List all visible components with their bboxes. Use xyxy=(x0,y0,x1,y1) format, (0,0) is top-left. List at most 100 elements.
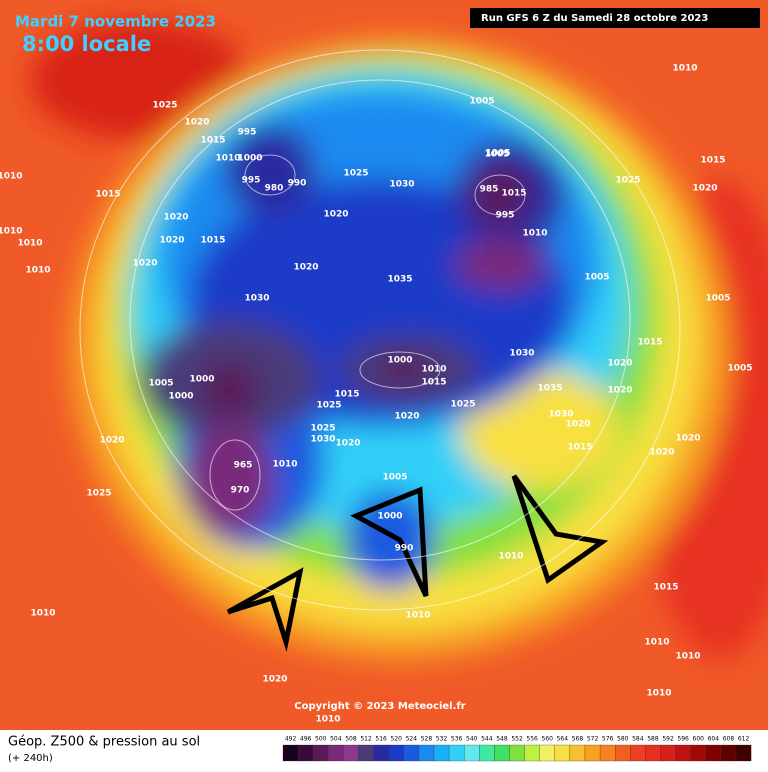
pressure-label: 1030 xyxy=(389,180,414,190)
scale-label: 536 xyxy=(451,736,463,743)
pressure-label: 1015 xyxy=(200,236,225,246)
scale-swatch xyxy=(720,744,737,762)
pressure-label: 1000 xyxy=(168,392,193,402)
scale-swatch xyxy=(660,744,676,762)
map-date: Mardi 7 novembre 2023 xyxy=(15,13,216,31)
scale-swatch xyxy=(328,744,344,762)
pressure-label: 1010 xyxy=(644,638,669,648)
pressure-label: 995 xyxy=(238,128,257,138)
pressure-label: 1020 xyxy=(649,448,674,458)
pressure-label: 1010 xyxy=(675,652,700,662)
pressure-label: 1000 xyxy=(387,356,412,366)
scale-swatch xyxy=(675,744,691,762)
scale-swatch xyxy=(494,744,510,762)
pressure-label: 1005 xyxy=(705,294,730,304)
pressure-label: 1025 xyxy=(86,489,111,499)
scale-label: 568 xyxy=(572,736,584,743)
scale-swatch xyxy=(418,744,435,762)
scale-label: 576 xyxy=(602,736,614,743)
scale-swatch xyxy=(630,744,646,762)
pressure-label: 1020 xyxy=(692,184,717,194)
scale-label: 500 xyxy=(315,736,327,743)
height-field xyxy=(30,20,768,660)
pressure-label: 1015 xyxy=(200,136,225,146)
pressure-label: 995 xyxy=(242,176,261,186)
pressure-label: 1010 xyxy=(421,365,446,375)
pressure-label: 1000 xyxy=(237,154,262,164)
pressure-label: 1020 xyxy=(184,118,209,128)
pressure-label: 1025 xyxy=(615,176,640,186)
pressure-label: 1025 xyxy=(316,401,341,411)
pressure-label: 1025 xyxy=(310,424,335,434)
pressure-label: 1020 xyxy=(159,236,184,246)
scale-swatch xyxy=(464,744,480,762)
scale-swatch xyxy=(448,744,465,762)
pressure-label: 1005 xyxy=(727,364,752,374)
pressure-label: 1020 xyxy=(335,439,360,449)
pressure-label: 1030 xyxy=(244,294,269,304)
scale-label: 552 xyxy=(511,736,523,743)
pressure-label: 990 xyxy=(288,179,307,189)
scale-label: 540 xyxy=(466,736,478,743)
pressure-label: 1015 xyxy=(700,156,725,166)
pressure-label: 1010 xyxy=(25,266,50,276)
scale-label: 560 xyxy=(542,736,554,743)
scale-label: 572 xyxy=(587,736,599,743)
pressure-label: 1015 xyxy=(421,378,446,388)
pressure-label: 1030 xyxy=(509,349,534,359)
scale-label: 508 xyxy=(345,736,357,743)
scale-label: 544 xyxy=(481,736,493,743)
scale-swatch xyxy=(433,744,450,762)
footer-lead: (+ 240h) xyxy=(8,753,53,764)
arrows xyxy=(226,474,609,652)
scale-swatch xyxy=(373,744,389,762)
pressure-label: 1015 xyxy=(501,189,526,199)
pressure-label: 1005 xyxy=(584,273,609,283)
run-label: Run GFS 6 Z du Samedi 28 octobre 2023 xyxy=(481,13,708,24)
pressure-label: 1015 xyxy=(334,390,359,400)
scale-label: 512 xyxy=(360,736,372,743)
scale-swatch xyxy=(539,744,555,762)
pressure-label: 1025 xyxy=(450,400,475,410)
scale-swatch xyxy=(282,744,299,762)
pressure-label: 1005 xyxy=(484,150,509,160)
scale-swatch xyxy=(705,744,722,762)
pressure-label: 1020 xyxy=(323,210,348,220)
scale-label: 492 xyxy=(285,736,297,743)
pressure-label: 1000 xyxy=(189,375,214,385)
pressure-label: 1020 xyxy=(607,386,632,396)
scale-label: 564 xyxy=(557,736,569,743)
pressure-label: 1020 xyxy=(99,436,124,446)
pressure-label: 965 xyxy=(234,461,253,471)
scale-swatch xyxy=(509,744,525,762)
pressure-label: 1025 xyxy=(152,101,177,111)
scale-label: 524 xyxy=(406,736,418,743)
scale-label: 612 xyxy=(738,736,750,743)
pressure-label: 1005 xyxy=(382,473,407,483)
pressure-label: 1020 xyxy=(163,213,188,223)
pressure-label: 980 xyxy=(265,184,284,194)
pressure-label: 1010 xyxy=(272,460,297,470)
scale-swatch xyxy=(297,744,314,762)
footer-title: Géop. Z500 & pression au sol xyxy=(8,735,200,750)
scale-swatch xyxy=(735,744,752,762)
pressure-label: 1030 xyxy=(548,410,573,420)
scale-label: 520 xyxy=(391,736,403,743)
pressure-label: 1015 xyxy=(567,443,592,453)
scale-swatch xyxy=(403,744,420,762)
pressure-label: 1010 xyxy=(0,172,23,182)
pressure-label: 1010 xyxy=(0,227,23,237)
scale-label: 556 xyxy=(526,736,538,743)
scale-label: 596 xyxy=(677,736,689,743)
pressure-label: 990 xyxy=(395,544,414,554)
pressure-label: 1005 xyxy=(485,149,510,159)
pressure-label: 1010 xyxy=(30,609,55,619)
map-time: 8:00 locale xyxy=(22,32,151,56)
scale-swatch xyxy=(645,744,661,762)
pressure-label: 985 xyxy=(480,185,499,195)
scale-swatch xyxy=(313,744,329,762)
pressure-label: 1005 xyxy=(469,97,494,107)
pressure-label: 1015 xyxy=(95,190,120,200)
